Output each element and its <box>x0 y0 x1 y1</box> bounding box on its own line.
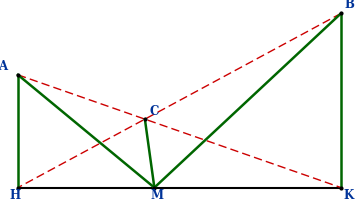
Text: C: C <box>149 104 159 117</box>
Text: M: M <box>150 188 163 201</box>
Text: A: A <box>0 60 7 72</box>
Text: H: H <box>9 188 20 201</box>
Text: B: B <box>345 0 355 11</box>
Text: K: K <box>344 188 354 201</box>
